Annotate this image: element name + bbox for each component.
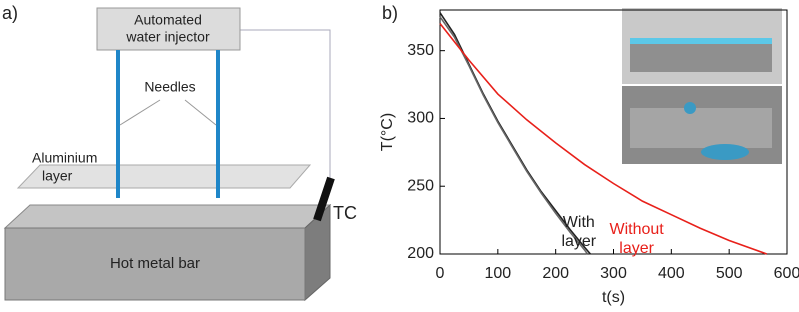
- panel-label: b): [382, 3, 398, 23]
- annotation: layer: [619, 240, 654, 257]
- photo-bar: [630, 40, 772, 72]
- layer-label: Aluminium: [32, 150, 97, 166]
- photo-water: [684, 102, 696, 114]
- needles-label: Needles: [144, 79, 195, 95]
- bar-front: [4, 227, 306, 301]
- line: [439, 16, 589, 255]
- annotation: layer: [561, 233, 596, 250]
- y-tick-label: 350: [407, 42, 434, 59]
- annotation: Without: [610, 221, 665, 238]
- x-tick-label: 200: [542, 265, 569, 282]
- x-tick-label: 400: [658, 265, 685, 282]
- injector-box: [96, 7, 241, 51]
- x-axis-label: t(s): [602, 289, 625, 306]
- line: [439, 23, 768, 255]
- pointer: [184, 99, 217, 126]
- photo-glow: [630, 38, 772, 44]
- photo-water: [701, 144, 749, 160]
- x-tick-label: 100: [484, 265, 511, 282]
- annotation: With: [563, 214, 595, 231]
- tc-label: TC: [333, 203, 357, 223]
- injector-label: Automated: [134, 12, 202, 28]
- x-tick-label: 500: [716, 265, 743, 282]
- bar-top: [3, 204, 332, 229]
- aluminium-layer: [16, 164, 312, 189]
- x-tick-label: 600: [774, 265, 799, 282]
- x-tick-label: 0: [436, 265, 445, 282]
- y-tick-label: 250: [407, 177, 434, 194]
- injector-label: water injector: [125, 29, 210, 45]
- bar-label: Hot metal bar: [110, 255, 200, 272]
- wire: [240, 29, 331, 178]
- inset-photos: [622, 8, 782, 164]
- layer-label: layer: [42, 168, 73, 184]
- x-tick-label: 300: [600, 265, 627, 282]
- y-tick-label: 200: [407, 245, 434, 262]
- thermocouple: [313, 176, 335, 222]
- photo-bar: [630, 108, 772, 148]
- y-axis-label: T(°C): [379, 113, 396, 151]
- panel-label: a): [2, 3, 18, 23]
- pointer: [119, 99, 161, 126]
- y-tick-label: 300: [407, 110, 434, 127]
